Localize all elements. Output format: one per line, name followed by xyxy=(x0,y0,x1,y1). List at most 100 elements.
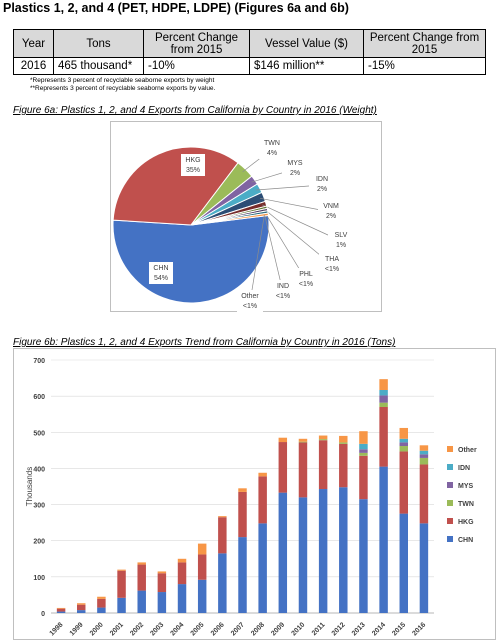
summary-table: Year Tons Percent Change from 2015 Vesse… xyxy=(13,29,486,75)
pie-label-box xyxy=(319,253,345,275)
pie-slice-chn xyxy=(112,214,270,304)
bar-2005-hkg xyxy=(197,554,207,580)
header-tons: Tons xyxy=(53,29,144,58)
pie-pct-slv: 1% xyxy=(336,242,346,249)
bar-2009-other xyxy=(278,437,288,443)
x-tick-label-2010: 2010 xyxy=(290,621,306,637)
bar-2002-other xyxy=(137,562,146,565)
pie-label-other: Other xyxy=(241,293,259,300)
x-tick-label-2009: 2009 xyxy=(270,621,286,637)
bar-2014-other xyxy=(379,379,388,390)
bar-2003-other xyxy=(157,571,167,574)
pie-label-box xyxy=(270,280,296,302)
x-tick-label-1999: 1999 xyxy=(69,621,85,637)
x-tick-label-2002: 2002 xyxy=(129,621,145,637)
bar-2015-idn xyxy=(399,438,408,443)
x-tick-label-2000: 2000 xyxy=(89,621,105,637)
y-axis-label: Thousands xyxy=(25,467,34,507)
y-tick-label: 600 xyxy=(33,394,45,401)
pie-pct-phl: <1% xyxy=(299,281,313,288)
bar-2000-other xyxy=(97,596,106,599)
pie-label-box xyxy=(328,229,354,251)
bar-2010-twn xyxy=(298,441,308,443)
legend-swatch-twn xyxy=(447,500,453,506)
pie-label-box xyxy=(181,154,205,176)
bar-2004-other xyxy=(177,558,187,563)
bar-2006-chn xyxy=(218,553,227,613)
x-tick-label-2011: 2011 xyxy=(311,621,327,637)
bar-2016-mys xyxy=(419,454,429,458)
pie-pct-hkg: 35% xyxy=(186,167,200,174)
bar-2007-chn xyxy=(238,537,247,613)
pie-label-mys: MYS xyxy=(287,160,303,167)
figure-6a-pie-chart: CHN 54% HKG 35% TWN 4% MYS 2% IDN 2% VNM 2% SLV 1% THA… xyxy=(110,121,382,312)
y-tick-label: 700 xyxy=(33,358,45,365)
cell-percent-change-value: -15% xyxy=(363,57,486,75)
bar-2013-idn xyxy=(359,443,368,450)
pie-label-twn: TWN xyxy=(264,140,280,147)
legend-swatch-hkg xyxy=(447,518,453,524)
bar-1998-chn xyxy=(56,611,66,613)
table-row: 2016 465 thousand* -10% $146 million** -… xyxy=(13,57,486,75)
pie-pct-tha: <1% xyxy=(325,266,339,273)
figure-6b-title: Figure 6b: Plastics 1, 2, and 4 Exports … xyxy=(13,337,396,348)
legend-swatch-mys xyxy=(447,482,453,488)
legend-label-chn: CHN xyxy=(458,537,473,544)
footnote-value: **Represents 3 percent of recyclable sea… xyxy=(30,84,216,92)
bar-2009-hkg xyxy=(278,442,288,493)
bar-2012-other xyxy=(339,435,348,443)
bar-2011-twn xyxy=(318,439,328,441)
page-title: Plastics 1, 2, and 4 (PET, HDPE, LDPE) (… xyxy=(3,1,349,15)
bar-2013-chn xyxy=(359,499,368,613)
bar-2016-chn xyxy=(419,523,429,613)
pie-label-slv: SLV xyxy=(335,232,348,239)
pie-label-box xyxy=(237,290,263,312)
cell-percent-change-tons: -10% xyxy=(143,57,250,75)
header-percent-change-value: Percent Change from 2015 xyxy=(363,29,486,58)
bar-2013-other xyxy=(359,431,368,444)
x-tick-label-2014: 2014 xyxy=(371,621,387,637)
legend-label-mys: MYS xyxy=(458,483,474,490)
pie-leader-line xyxy=(262,204,342,242)
bar-2004-chn xyxy=(177,584,187,613)
bar-1998-other xyxy=(56,607,66,609)
pie-label-idn: IDN xyxy=(316,176,328,183)
bar-2011-other xyxy=(318,435,328,440)
pie-pct-vnm: 2% xyxy=(326,213,336,220)
y-tick-label: 100 xyxy=(33,575,45,582)
bar-2014-idn xyxy=(379,390,388,396)
bar-2005-other xyxy=(197,543,207,555)
bar-2011-hkg xyxy=(318,440,328,490)
bar-2010-other xyxy=(298,438,308,442)
pie-pct-twn: 4% xyxy=(267,150,277,157)
bar-1999-chn xyxy=(77,610,86,613)
cell-year: 2016 xyxy=(13,57,54,75)
legend-label-other: Other xyxy=(458,447,477,454)
pie-slice-hkg xyxy=(112,146,239,226)
pie-label-box xyxy=(318,200,344,222)
bar-2011-chn xyxy=(318,489,328,613)
pie-label-vnm: VNM xyxy=(323,203,339,210)
bar-2013-twn xyxy=(359,452,368,456)
pie-chart-svg: CHN 54% HKG 35% TWN 4% MYS 2% IDN 2% VNM 2% SLV 1% THA… xyxy=(112,137,354,312)
pie-pct-mys: 2% xyxy=(290,170,300,177)
pie-label-chn: CHN xyxy=(153,265,168,272)
pie-label-box xyxy=(282,157,308,179)
pie-label-box xyxy=(259,137,285,159)
bar-2000-hkg xyxy=(97,598,106,608)
pie-leader-line xyxy=(249,214,265,303)
bar-2010-chn xyxy=(298,497,308,613)
pie-pct-other: <1% xyxy=(243,303,257,310)
bar-1998-hkg xyxy=(56,608,66,612)
bar-2008-hkg xyxy=(258,476,267,524)
bar-2012-hkg xyxy=(339,443,348,488)
pie-pct-chn: 54% xyxy=(154,275,168,282)
figure-6a-title: Figure 6a: Plastics 1, 2, and 4 Exports … xyxy=(13,105,377,116)
header-percent-change-tons: Percent Change from 2015 xyxy=(143,29,250,58)
bar-2015-chn xyxy=(399,513,408,613)
pie-label-hkg: HKG xyxy=(185,157,200,164)
bar-2015-hkg xyxy=(399,451,408,514)
x-tick-label-1998: 1998 xyxy=(49,621,65,637)
x-tick-label-2016: 2016 xyxy=(411,621,427,637)
